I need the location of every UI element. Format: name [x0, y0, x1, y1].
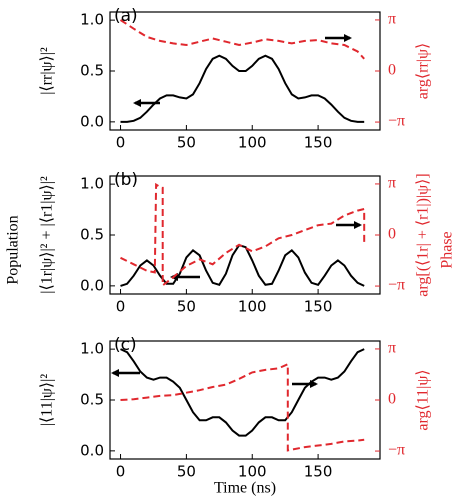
x-tick-label: 50: [177, 298, 196, 316]
x-tick-label: 100: [238, 134, 267, 152]
y2-tick-label: −π: [388, 442, 405, 459]
data-line: [119, 19, 365, 60]
y2-tick-label: 0: [388, 226, 396, 243]
data-line: [120, 362, 365, 452]
y2-label: arg[(⟨1r| + ⟨r1|)|ψ⟩]: [415, 173, 432, 296]
y2-tick-label: 0: [388, 62, 396, 79]
x-tick-label: 0: [116, 298, 126, 316]
x-tick-label: 100: [238, 298, 267, 316]
y-tick-label: 1.0: [80, 340, 104, 358]
panel-label: (c): [114, 335, 137, 355]
x-tick-label: 150: [304, 298, 333, 316]
x-tick-label: 0: [116, 134, 126, 152]
x-tick-label: 0: [116, 463, 126, 481]
y-tick-label: 1.0: [80, 175, 104, 193]
y-axis-label: Population: [5, 215, 22, 284]
arrows: [111, 34, 362, 388]
x-tick-label: 50: [177, 463, 196, 481]
y2-tick-label: −π: [388, 277, 405, 294]
x-tick-label: 150: [304, 463, 333, 481]
y2-axis-label: Phase: [439, 231, 456, 268]
data-line: [120, 54, 365, 123]
y2-tick-label: 0: [388, 391, 396, 408]
y2-label: arg⟨rr|ψ⟩: [415, 43, 432, 100]
y-tick-label: 0.0: [80, 441, 104, 459]
y2-tick-label: π: [388, 175, 396, 192]
x-tick-label: 150: [304, 134, 333, 152]
data-line: [120, 348, 365, 437]
y-tick-label: 0.5: [80, 226, 104, 244]
y-label: |⟨11|ψ⟩|²: [39, 374, 56, 427]
x-axis-label: Time (ns): [214, 480, 276, 497]
data-line: [120, 244, 365, 287]
y-tick-label: 0.5: [80, 62, 104, 80]
plot-frame: [109, 340, 381, 460]
y2-tick-label: −π: [388, 113, 405, 130]
y-tick-label: 0.0: [80, 112, 104, 130]
y2-tick-label: π: [388, 11, 396, 28]
panel-label: (b): [114, 170, 138, 190]
y-tick-label: 1.0: [80, 11, 104, 29]
y-tick-label: 0.5: [80, 391, 104, 409]
y2-tick-label: π: [388, 340, 396, 357]
y-label: |⟨rr|ψ⟩|²: [39, 47, 56, 95]
plot-frame: [109, 175, 381, 295]
x-tick-label: 50: [177, 134, 196, 152]
y-label: |⟨1r|ψ⟩|² + |⟨r1|ψ⟩|²: [39, 176, 56, 294]
y2-label: arg⟨11|ψ⟩: [415, 369, 432, 430]
data-line: [120, 182, 366, 288]
panel-label: (a): [114, 6, 138, 26]
y-tick-label: 0.0: [80, 276, 104, 294]
x-tick-label: 100: [238, 463, 267, 481]
